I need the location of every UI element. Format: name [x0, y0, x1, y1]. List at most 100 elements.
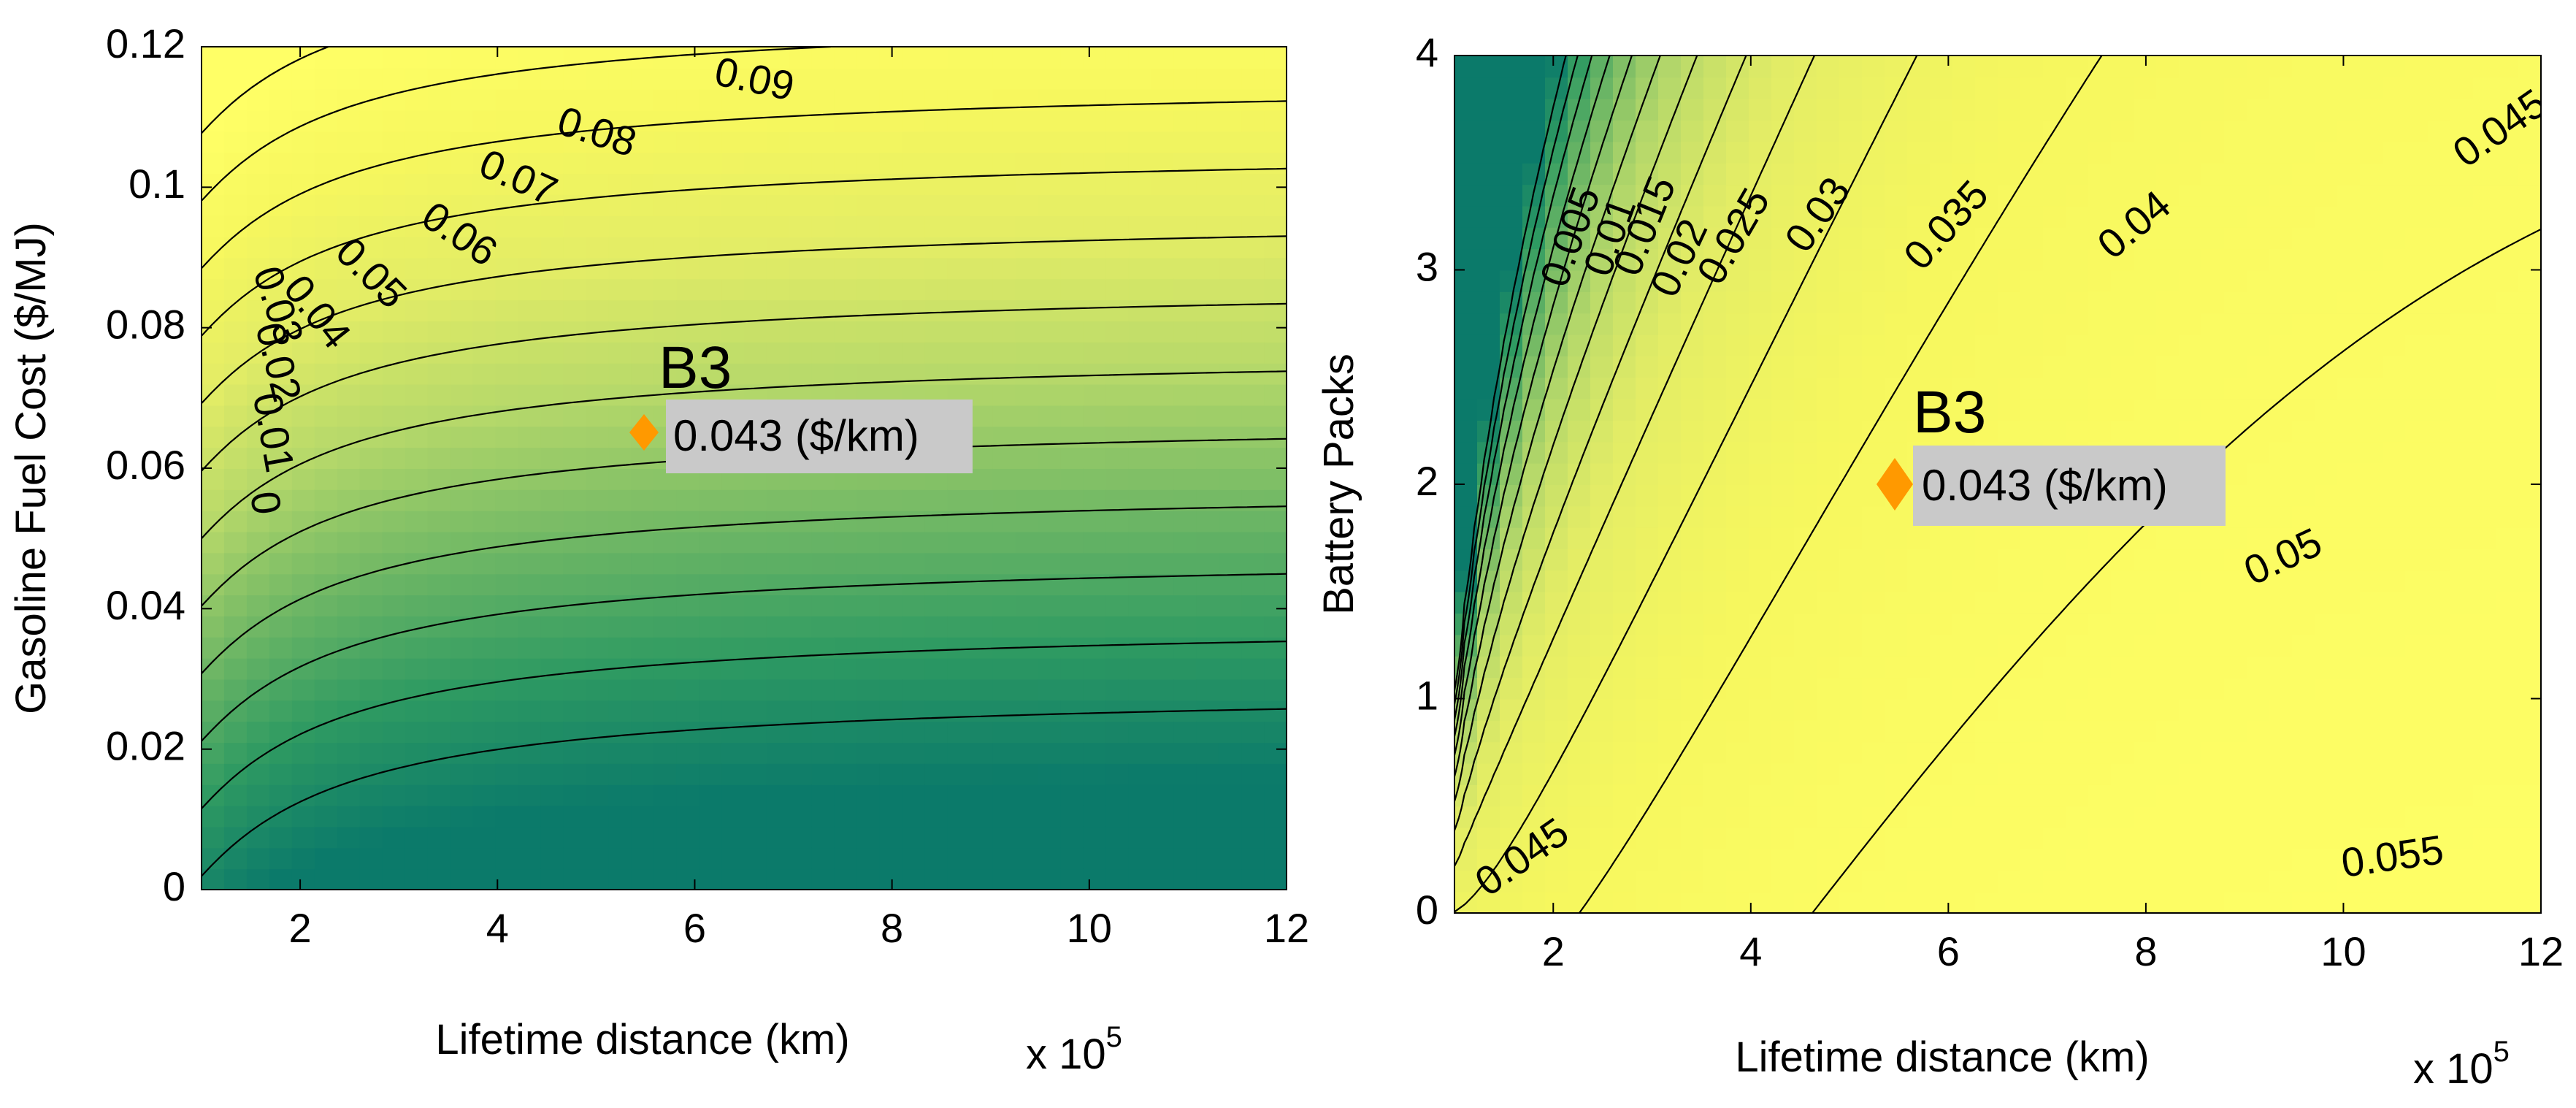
right-heat-cell — [2020, 549, 2044, 571]
left-heat-cell — [586, 236, 610, 259]
left-heat-cell — [540, 110, 564, 132]
left-heat-cell — [1241, 362, 1265, 385]
right-heat-cell — [1681, 806, 1704, 828]
left-heat-cell — [970, 868, 994, 890]
left-heat-cell — [359, 194, 383, 216]
left-heat-cell — [427, 531, 451, 554]
right-heat-cell — [1568, 398, 1591, 421]
right-heat-cell — [2292, 870, 2315, 893]
left-heat-cell — [314, 88, 338, 111]
left-heat-cell — [699, 573, 723, 596]
right-heat-cell — [1636, 848, 1659, 871]
left-heat-cell — [223, 215, 248, 237]
left-heat-cell — [291, 510, 315, 532]
left-contour-line — [202, 302, 1287, 472]
right-heat-cell — [2496, 505, 2519, 528]
right-heat-cell — [2337, 655, 2361, 679]
right-heat-cell — [2043, 784, 2066, 807]
right-heat-cell — [2496, 677, 2519, 700]
left-heat-cell — [337, 679, 361, 701]
left-heat-cell — [947, 88, 971, 111]
left-heat-cell — [631, 321, 655, 343]
left-heat-cell — [631, 826, 655, 849]
right-heat-cell — [1907, 355, 1931, 378]
right-heat-cell — [1794, 184, 1817, 207]
right-heat-cell — [1568, 591, 1591, 614]
left-heat-cell — [1241, 826, 1265, 849]
left-heat-cell — [1196, 615, 1220, 638]
left-heat-cell — [563, 426, 587, 448]
left-b3-name: B3 — [659, 335, 732, 401]
right-heat-cell — [1998, 527, 2021, 550]
left-heat-cell — [947, 152, 971, 175]
left-heat-cell — [1015, 615, 1039, 638]
right-heat-cell — [1998, 355, 2021, 378]
right-heat-cell — [2020, 334, 2044, 356]
left-heat-cell — [1264, 152, 1287, 175]
right-heat-cell — [2156, 613, 2180, 635]
right-heat-cell — [1636, 549, 1659, 571]
left-heat-cell — [1196, 510, 1220, 532]
left-heat-cell — [947, 679, 971, 701]
right-heat-cell — [2020, 827, 2044, 849]
left-heat-cell — [405, 531, 429, 554]
left-y-tick-label: 0.02 — [106, 722, 185, 768]
right-heat-cell — [1568, 827, 1591, 849]
right-heat-cell — [1907, 226, 1931, 250]
left-heat-cell — [924, 847, 948, 870]
left-heat-cell — [540, 805, 564, 828]
left-heat-cell — [1173, 679, 1197, 701]
left-heat-cell — [1196, 447, 1220, 469]
left-heat-cell — [766, 784, 790, 806]
left-heat-cell — [699, 341, 723, 364]
left-heat-cell — [744, 152, 767, 175]
right-heat-cell — [1703, 141, 1727, 164]
right-heat-cell — [2088, 741, 2112, 764]
right-heat-cell — [1749, 248, 1772, 271]
left-heat-cell — [1219, 88, 1243, 111]
right-heat-cell — [2134, 527, 2157, 550]
right-heat-cell — [1749, 634, 1772, 657]
left-heat-cell — [789, 700, 813, 722]
left-heat-cell — [902, 88, 926, 111]
right-heat-cell — [1522, 891, 1546, 913]
right-heat-cell — [2179, 313, 2202, 335]
right-heat-cell — [1658, 549, 1682, 571]
left-heat-cell — [608, 88, 632, 111]
left-heat-cell — [1105, 468, 1130, 490]
left-heat-cell — [947, 194, 971, 216]
right-heat-cell — [2201, 248, 2225, 271]
right-heat-cell — [2450, 313, 2474, 335]
left-heat-cell — [540, 152, 564, 175]
right-heat-cell — [1658, 570, 1682, 592]
right-heat-cell — [2179, 162, 2202, 186]
right-heat-cell — [2247, 591, 2270, 614]
left-heat-cell — [856, 531, 881, 554]
right-heat-cell — [2292, 505, 2315, 528]
left-heat-cell — [1173, 805, 1197, 828]
left-heat-cell — [1219, 47, 1243, 69]
left-heat-cell — [608, 236, 632, 259]
left-heat-cell — [405, 383, 429, 406]
left-heat-cell — [789, 67, 813, 90]
left-heat-cell — [924, 152, 948, 175]
left-x-tick-label: 8 — [881, 905, 903, 951]
left-x-tick-label: 10 — [1067, 905, 1112, 951]
left-heat-cell — [992, 67, 1016, 90]
left-heat-cell — [246, 47, 270, 69]
right-heat-cell — [1749, 141, 1772, 164]
right-heat-cell — [1590, 891, 1614, 913]
right-heat-cell — [2496, 98, 2519, 121]
right-heat-cell — [2292, 784, 2315, 807]
left-heat-cell — [1015, 47, 1039, 69]
left-heat-cell — [269, 615, 293, 638]
left-heat-cell — [1060, 868, 1084, 890]
right-heat-cell — [1545, 698, 1568, 721]
left-heat-cell — [269, 742, 293, 764]
right-heat-cell — [2179, 120, 2202, 142]
left-heat-cell — [1060, 299, 1084, 322]
right-heat-cell — [2518, 891, 2541, 913]
left-heat-cell — [992, 362, 1016, 385]
left-heat-cell — [563, 679, 587, 701]
right-heat-cell — [2518, 741, 2541, 764]
